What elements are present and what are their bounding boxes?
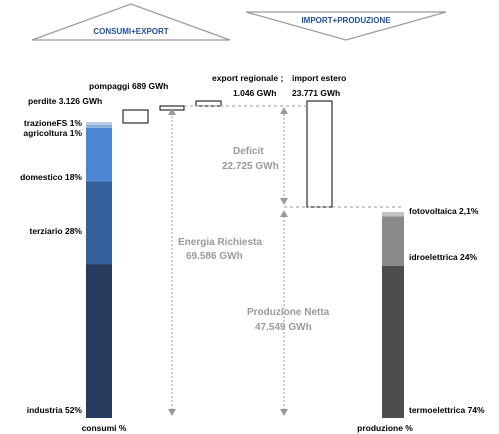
consumi-segment-3 bbox=[86, 124, 112, 128]
arrowhead-icon bbox=[280, 210, 288, 217]
pompaggi-label: pompaggi 689 GWh bbox=[89, 81, 168, 91]
import-box bbox=[306, 100, 333, 208]
consumi-segment-label-1: terziario 28% bbox=[30, 226, 83, 236]
produzione-segment-label-0: termoelettrica 74% bbox=[409, 405, 485, 415]
consumi-header-shape bbox=[31, 3, 231, 41]
energia-value: 69.586 GWh bbox=[186, 251, 243, 262]
produzione-segment-1 bbox=[382, 216, 404, 266]
produzione-value: 47.549 GWh bbox=[255, 322, 312, 333]
consumi-segment-0 bbox=[86, 264, 112, 418]
produzione-header-shape bbox=[245, 11, 447, 41]
consumi-header-label: CONSUMI+EXPORT bbox=[93, 27, 168, 36]
produzione-segment-2 bbox=[382, 212, 404, 217]
arrowhead-icon bbox=[168, 409, 176, 416]
produzione-segment-label-1: idroelettrica 24% bbox=[409, 252, 477, 262]
produzione-segment-0 bbox=[382, 265, 404, 418]
consumi-axis-label: consumi % bbox=[82, 423, 127, 433]
produzione-title: Produzione Netta bbox=[247, 307, 330, 318]
produzione-axis-label: produzione % bbox=[357, 423, 413, 433]
consumi-stacked-bar bbox=[86, 122, 112, 418]
consumi-segment-2 bbox=[86, 127, 112, 182]
export-value: 1.046 GWh bbox=[233, 88, 276, 98]
arrowhead-icon bbox=[280, 107, 288, 114]
consumi-segment-label-3: agricoltura 1% bbox=[23, 128, 82, 138]
consumi-segment-label-0: industria 52% bbox=[27, 405, 83, 415]
produzione-labels: termoelettrica 74% idroelettrica 24% fotov… bbox=[409, 206, 485, 415]
import-value: 23.771 GWh bbox=[292, 88, 340, 98]
deficit-title: Deficit bbox=[233, 146, 264, 157]
arrowhead-icon bbox=[280, 409, 288, 416]
export-label: export regionale ; bbox=[212, 73, 283, 83]
produzione-header-label: IMPORT+PRODUZIONE bbox=[301, 16, 391, 25]
consumi-labels: industria 52% terziario 28% domestico 18% a… bbox=[20, 118, 82, 415]
deficit-value: 22.725 GWh bbox=[222, 161, 279, 172]
arrowhead-icon bbox=[168, 108, 176, 115]
energia-title: Energia Richiesta bbox=[178, 237, 262, 248]
consumi-segment-1 bbox=[86, 181, 112, 265]
consumi-segment-label-2: domestico 18% bbox=[20, 172, 82, 182]
consumi-segment-label-4: trazioneFS 1% bbox=[24, 118, 83, 128]
perdite-box bbox=[122, 109, 149, 124]
produzione-stacked-bar bbox=[382, 212, 404, 418]
arrowhead-icon bbox=[280, 198, 288, 205]
perdite-label: perdite 3.126 GWh bbox=[28, 96, 102, 106]
import-label: import estero bbox=[292, 73, 346, 83]
export-box bbox=[195, 100, 222, 107]
consumi-segment-4 bbox=[86, 122, 112, 125]
produzione-segment-label-2: fotovoltaica 2,1% bbox=[409, 206, 479, 216]
